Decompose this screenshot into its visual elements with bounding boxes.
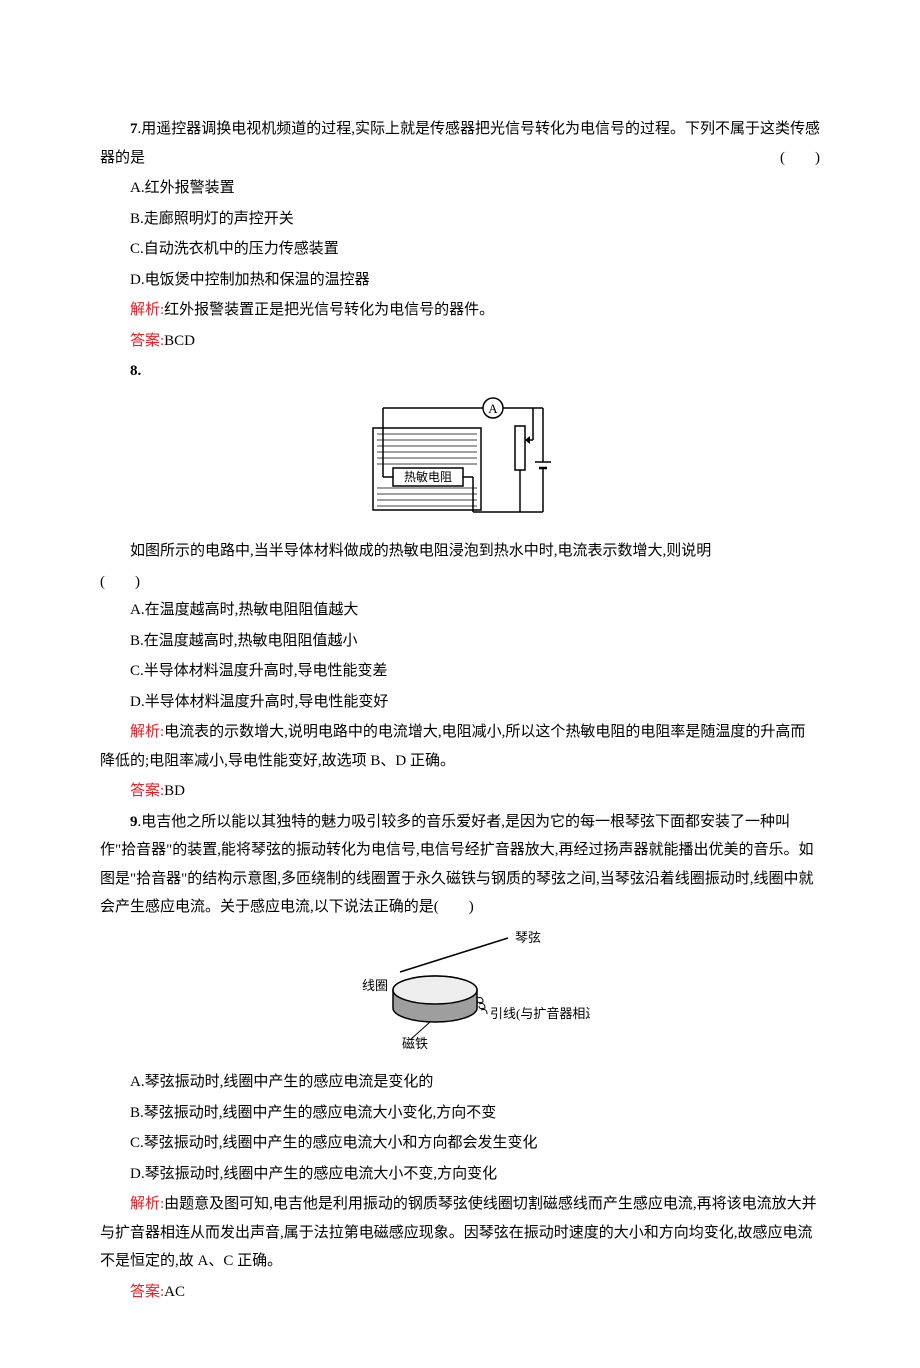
thermistor-circuit-icon: 热敏电阻 A: [365, 394, 555, 519]
q8-answer-text: BD: [164, 783, 185, 799]
q8-analysis-text: 电流表的示数增大,说明电路中的电流增大,电阻减小,所以这个热敏电阻的电阻率是随温…: [100, 724, 805, 769]
q9-analysis-row: 解析:由题意及图可知,电吉他是利用振动的钢质琴弦使线圈切割磁感线而产生感应电流,…: [100, 1190, 820, 1276]
q9-option-a: A.琴弦振动时,线圈中产生的感应电流是变化的: [100, 1068, 820, 1097]
coil-label: 线圈: [362, 978, 388, 993]
answer-label: 答案:: [130, 1284, 164, 1300]
q8-dot: .: [138, 363, 142, 379]
q7-answer-row: 答案:BCD: [100, 327, 820, 356]
analysis-label: 解析:: [130, 302, 164, 318]
q9-stem: 9.电吉他之所以能以其独特的魅力吸引较多的音乐爱好者,是因为它的每一根琴弦下面都…: [100, 808, 820, 922]
q9-stem-text: .电吉他之所以能以其独特的魅力吸引较多的音乐爱好者,是因为它的每一根琴弦下面都安…: [100, 814, 814, 916]
q8-paren-row: ( ): [100, 568, 820, 597]
q7-analysis-text: 红外报警装置正是把光信号转化为电信号的器件。: [164, 302, 494, 318]
q9-answer-text: AC: [164, 1284, 185, 1300]
thermistor-label: 热敏电阻: [404, 469, 452, 484]
q7-number: 7: [130, 121, 138, 137]
q7-option-c: C.自动洗衣机中的压力传感装置: [100, 235, 820, 264]
q9-figure: 琴弦 线圈 引线(与扩音器相连) 磁铁: [100, 930, 820, 1061]
q8-number-row: 8.: [100, 357, 820, 386]
q7-stem-text: .用遥控器调换电视机频道的过程,实际上就是传感器把光信号转化为电信号的过程。下列…: [100, 121, 820, 166]
q7-paren: ( ): [750, 144, 820, 173]
q8-number: 8: [130, 363, 138, 379]
q9-analysis-text: 由题意及图可知,电吉他是利用振动的钢质琴弦使线圈切割磁感线而产生感应电流,再将该…: [100, 1196, 817, 1269]
q8-option-a: A.在温度越高时,热敏电阻阻值越大: [100, 596, 820, 625]
q9-option-c: C.琴弦振动时,线圈中产生的感应电流大小和方向都会发生变化: [100, 1129, 820, 1158]
q9-option-b: B.琴弦振动时,线圈中产生的感应电流大小变化,方向不变: [100, 1099, 820, 1128]
q8-figure: 热敏电阻 A: [100, 394, 820, 530]
q8-option-d: D.半导体材料温度升高时,导电性能变好: [100, 688, 820, 717]
pickup-structure-icon: 琴弦 线圈 引线(与扩音器相连) 磁铁: [330, 930, 590, 1050]
q7-option-a: A.红外报警装置: [100, 174, 820, 203]
q8-analysis-row: 解析:电流表的示数增大,说明电路中的电流增大,电阻减小,所以这个热敏电阻的电阻率…: [100, 718, 820, 775]
q8-option-c: C.半导体材料温度升高时,导电性能变差: [100, 657, 820, 686]
q7-option-d: D.电饭煲中控制加热和保温的温控器: [100, 266, 820, 295]
answer-label: 答案:: [130, 333, 164, 349]
analysis-label: 解析:: [130, 1196, 164, 1212]
magnet-label: 磁铁: [402, 1036, 428, 1050]
q8-stem-text: 如图所示的电路中,当半导体材料做成的热敏电阻浸泡到热水中时,电流表示数增大,则说…: [130, 543, 711, 559]
q7-analysis-row: 解析:红外报警装置正是把光信号转化为电信号的器件。: [100, 296, 820, 325]
q7-option-b: B.走廊照明灯的声控开关: [100, 205, 820, 234]
analysis-label: 解析:: [130, 724, 164, 740]
q8-stem: 如图所示的电路中,当半导体材料做成的热敏电阻浸泡到热水中时,电流表示数增大,则说…: [100, 537, 820, 566]
answer-label: 答案:: [130, 783, 164, 799]
q9-number: 9: [130, 814, 138, 830]
ammeter-label: A: [488, 401, 498, 416]
lead-label: 引线(与扩音器相连): [490, 1006, 590, 1021]
q7-answer-text: BCD: [164, 333, 195, 349]
string-label: 琴弦: [515, 930, 541, 945]
q9-option-d: D.琴弦振动时,线圈中产生的感应电流大小不变,方向变化: [100, 1160, 820, 1189]
q8-paren: ( ): [100, 574, 140, 590]
q8-answer-row: 答案:BD: [100, 777, 820, 806]
q7-stem: 7.用遥控器调换电视机频道的过程,实际上就是传感器把光信号转化为电信号的过程。下…: [100, 115, 820, 172]
q8-option-b: B.在温度越高时,热敏电阻阻值越小: [100, 627, 820, 656]
